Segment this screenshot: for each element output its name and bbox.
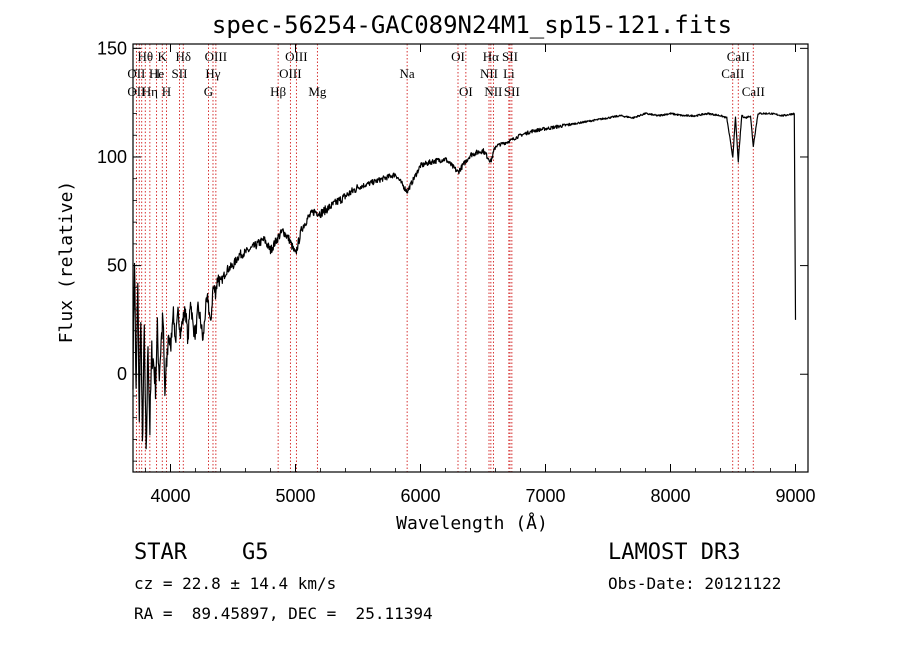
coordinates-text: RA = 89.45897, DEC = 25.11394: [134, 604, 433, 623]
spectral-line-label: OIII: [205, 49, 227, 64]
spectral-line-label: SII: [504, 84, 520, 99]
x-tick-label: 9000: [775, 486, 815, 506]
x-tick-label: 5000: [275, 486, 315, 506]
spectral-line-label: He: [149, 66, 164, 81]
survey-name: LAMOST DR3: [608, 540, 741, 565]
spectral-line-label: Li: [503, 66, 515, 81]
observation-date: Obs-Date: 20121122: [608, 574, 782, 593]
chart-title: spec-56254-GAC089N24M1_sp15-121.fits: [212, 11, 732, 39]
spectral-line-label: NII: [480, 66, 498, 81]
spectral-line-label: CaII: [721, 66, 744, 81]
spectral-line-label: NII: [484, 84, 502, 99]
spectral-line-label: Hγ: [205, 66, 220, 81]
spectral-line-label: K: [158, 49, 168, 64]
y-tick-label: 0: [117, 364, 127, 384]
spectral-line-label: G: [204, 84, 213, 99]
spectral-line-label: OI: [451, 49, 465, 64]
y-tick-label: 150: [97, 38, 127, 58]
x-axis-label: Wavelength (Å): [396, 512, 548, 534]
x-tick-label: 8000: [650, 486, 690, 506]
spectral-line-label: Hβ: [270, 84, 286, 99]
spectral-line-label: OI: [459, 84, 473, 99]
y-tick-label: 50: [107, 256, 127, 276]
y-axis-label: Flux (relative): [56, 181, 77, 344]
spectral-line-label: CaII: [742, 84, 765, 99]
x-tick-label: 6000: [400, 486, 440, 506]
spectral-line-markers: [135, 44, 754, 472]
x-axis-ticks: 4000 5000 6000 7000 8000 9000: [145, 44, 816, 506]
x-tick-label: 4000: [150, 486, 190, 506]
spectral-line-label: OIII: [285, 49, 307, 64]
spectral-line-label: CaII: [727, 49, 750, 64]
spectral-line-label: Na: [400, 66, 415, 81]
plot-frame: [132, 43, 809, 473]
spectral-line-label: OIII: [279, 66, 301, 81]
spectral-line-label: H: [162, 84, 171, 99]
y-tick-label: 100: [97, 147, 127, 167]
spectral-line-label: Hα: [483, 49, 499, 64]
spectral-line-label: OII: [127, 66, 145, 81]
spectral-line-label: SII: [172, 66, 188, 81]
spectrum-series: [132, 112, 797, 450]
spectral-line-label: Hδ: [175, 49, 191, 64]
object-subclass: G5: [242, 540, 269, 565]
spectral-line-label: I: [156, 66, 160, 81]
redshift-text: cz = 22.8 ± 14.4 km/s: [134, 574, 337, 593]
spectral-line-label: SII: [502, 49, 518, 64]
object-class: STAR: [134, 540, 187, 565]
x-tick-label: 7000: [525, 486, 565, 506]
spectral-line-label: Mg: [308, 84, 327, 99]
spectral-line-label: Hη: [142, 84, 158, 99]
spectral-line-label: Hθ: [137, 49, 153, 64]
y-axis-ticks: 0 50 100 150: [97, 38, 808, 462]
